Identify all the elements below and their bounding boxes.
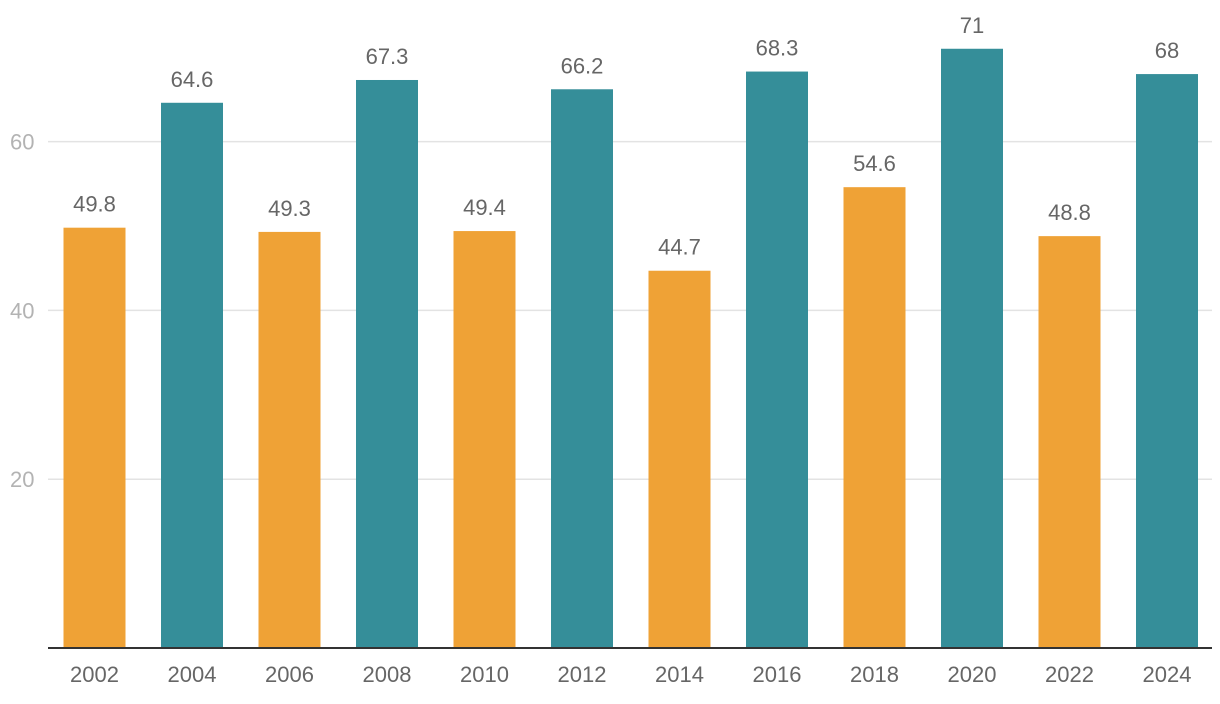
value-label-2022: 48.8 bbox=[1048, 200, 1091, 225]
bar-2006 bbox=[258, 231, 321, 648]
bar-2012 bbox=[551, 89, 613, 649]
x-tick-label-2006: 2006 bbox=[265, 662, 314, 687]
value-label-2012: 66.2 bbox=[561, 53, 604, 78]
y-tick-label-60: 60 bbox=[10, 130, 34, 155]
x-tick-label-2018: 2018 bbox=[850, 662, 899, 687]
value-label-2020: 71 bbox=[960, 13, 984, 38]
bar-2016 bbox=[746, 71, 808, 649]
value-label-2006: 49.3 bbox=[268, 196, 311, 221]
bar-2020 bbox=[941, 48, 1003, 648]
value-label-2002: 49.8 bbox=[73, 192, 116, 217]
x-tick-label-2004: 2004 bbox=[168, 662, 217, 687]
y-axis-ticks: 20 40 60 bbox=[10, 130, 34, 493]
value-label-2024: 68 bbox=[1155, 38, 1179, 63]
value-label-2008: 67.3 bbox=[366, 44, 409, 69]
x-tick-label-2020: 2020 bbox=[948, 662, 997, 687]
bar-2014 bbox=[648, 270, 711, 648]
bar-2002 bbox=[63, 227, 126, 649]
x-tick-label-2008: 2008 bbox=[363, 662, 412, 687]
value-label-2014: 44.7 bbox=[658, 235, 701, 260]
value-label-2004: 64.6 bbox=[171, 67, 214, 92]
bar-2010 bbox=[453, 231, 516, 648]
value-label-2016: 68.3 bbox=[756, 36, 799, 61]
value-label-2018: 54.6 bbox=[853, 151, 896, 176]
bar-2022 bbox=[1038, 236, 1101, 649]
x-tick-label-2024: 2024 bbox=[1143, 662, 1192, 687]
bar-2018 bbox=[843, 187, 906, 648]
x-axis-ticks: 2002 2004 2006 2008 2010 2012 2014 2016 2018 2020… bbox=[70, 662, 1191, 687]
y-tick-label-20: 20 bbox=[10, 467, 34, 492]
value-labels: 49.8 64.6 49.3 67.3 49.4 66.2 44.7 68.3 54.6 71 48… bbox=[73, 13, 1179, 260]
x-tick-label-2022: 2022 bbox=[1045, 662, 1094, 687]
bar-2004 bbox=[161, 102, 223, 648]
x-tick-label-2010: 2010 bbox=[460, 662, 509, 687]
x-tick-label-2002: 2002 bbox=[70, 662, 119, 687]
bars bbox=[63, 48, 1198, 649]
value-label-2010: 49.4 bbox=[463, 195, 506, 220]
x-tick-label-2012: 2012 bbox=[558, 662, 607, 687]
x-tick-label-2016: 2016 bbox=[753, 662, 802, 687]
y-tick-label-40: 40 bbox=[10, 298, 34, 323]
bar-2008 bbox=[356, 79, 418, 649]
x-tick-label-2014: 2014 bbox=[655, 662, 704, 687]
gridlines bbox=[48, 140, 1212, 480]
bar-2024 bbox=[1136, 74, 1198, 648]
